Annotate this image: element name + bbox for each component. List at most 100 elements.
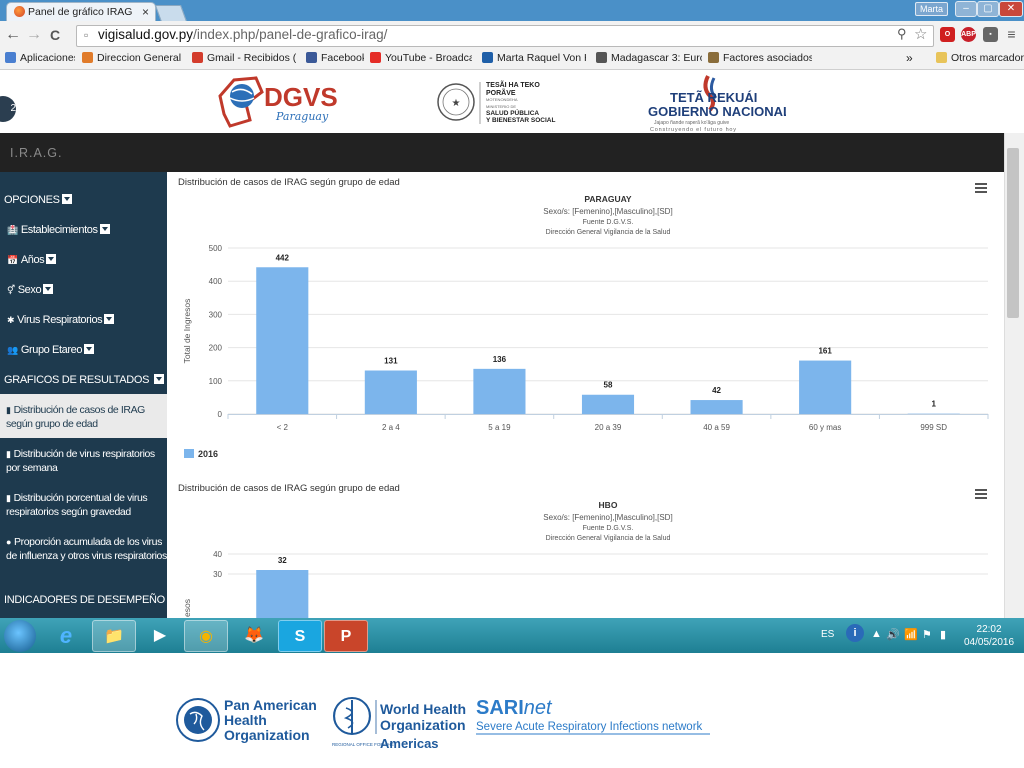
ministry-line-1: TESÃI HA TEKO bbox=[486, 80, 540, 89]
extension-icon[interactable]: ▪ bbox=[983, 27, 998, 42]
bookmark-item[interactable]: Marta Raquel Von Ho bbox=[482, 52, 586, 64]
sidebar-link-label: Distribución porcentual de virus respira… bbox=[6, 492, 148, 518]
browser-tab[interactable]: Panel de gráfico IRAG – D × bbox=[6, 2, 156, 22]
bookmark-star-icon[interactable]: ☆ bbox=[914, 26, 928, 43]
zoom-icon[interactable]: ⚲ bbox=[897, 26, 907, 41]
chart-menu-icon[interactable] bbox=[975, 183, 987, 193]
data-label: 42 bbox=[712, 386, 721, 395]
who-logo: World Health Organization REGIONAL OFFIC… bbox=[332, 697, 466, 751]
adblock-extension-icon[interactable]: ABP bbox=[961, 27, 976, 42]
reload-icon[interactable]: C bbox=[50, 27, 61, 43]
system-clock[interactable]: 22:02 04/05/2016 bbox=[964, 623, 1014, 649]
side-toggle-button[interactable]: 2 bbox=[0, 96, 16, 122]
chevron-down-icon bbox=[153, 374, 164, 384]
chart-hbo: HBO Sexo/s: [Femenino],[Masculino],[SD] Fu… bbox=[182, 500, 988, 618]
action-center-icon[interactable]: ⚑ bbox=[922, 629, 932, 641]
chart-menu-icon[interactable] bbox=[975, 489, 987, 499]
url-path: /index.php/panel-de-grafico-irag/ bbox=[193, 27, 388, 42]
address-bar[interactable] bbox=[76, 25, 934, 47]
sidebar-link-virus-gravedad[interactable]: ▮ Distribución porcentual de virus respir… bbox=[0, 491, 167, 519]
sidebar-item-sexo[interactable]: ⚥ Sexo bbox=[7, 284, 54, 296]
scrollbar-thumb[interactable] bbox=[1007, 148, 1019, 318]
sidebar-item-label: Establecimientos bbox=[20, 224, 98, 236]
who-small: REGIONAL OFFICE FOR THE bbox=[332, 742, 394, 747]
sidebar-item-virus[interactable]: ✱ Virus Respiratorios bbox=[7, 314, 115, 326]
chart-title: HBO bbox=[599, 500, 618, 510]
sidebar-indicadores-header[interactable]: INDICADORES DE DESEMPEÑO bbox=[4, 594, 165, 606]
ministry-line-4: MINISTERIO DE bbox=[486, 104, 516, 109]
other-bookmarks-label: Otros marcadores bbox=[951, 52, 1024, 64]
chart-caption: Distribución de casos de IRAG según grup… bbox=[178, 177, 400, 188]
x-tick-label: 999 SD bbox=[920, 423, 947, 432]
sidebar-item-establecimientos[interactable]: 🏥 Establecimientos bbox=[7, 224, 110, 236]
sidebar-item-grupo-etareo[interactable]: 👥 Grupo Etareo bbox=[7, 344, 95, 356]
window-titlebar bbox=[0, 0, 1024, 21]
language-indicator[interactable]: ES bbox=[821, 629, 835, 640]
bookmark-item[interactable]: Gmail - Recibidos (3. bbox=[192, 52, 296, 64]
sidebar-item-anios[interactable]: 📅 Años bbox=[7, 254, 57, 266]
chart-caption: Distribución de casos de IRAG según grup… bbox=[178, 483, 400, 494]
bookmark-label: Factores asociados a l bbox=[723, 52, 812, 64]
ministry-line-6: Y BIENESTAR SOCIAL bbox=[486, 117, 555, 124]
paho-line-1: Pan American bbox=[224, 697, 316, 713]
tab-title: Panel de gráfico IRAG – D bbox=[28, 6, 132, 18]
powerpoint-icon[interactable]: P bbox=[324, 620, 368, 652]
info-tray-icon[interactable]: i bbox=[846, 624, 864, 642]
tab-close-icon[interactable]: × bbox=[141, 5, 149, 19]
bookmark-label: YouTube - Broadcast bbox=[385, 52, 472, 64]
y-tick-label: 200 bbox=[209, 344, 223, 353]
internet-explorer-icon[interactable]: e bbox=[59, 623, 73, 648]
bookmarks-more-icon[interactable]: » bbox=[906, 51, 913, 65]
chrome-menu-icon[interactable]: ≡ bbox=[1007, 26, 1016, 42]
back-arrow-icon[interactable]: ← bbox=[5, 26, 21, 43]
network-icon[interactable]: 📶 bbox=[904, 629, 918, 641]
url-host: vigisalud.gov.py bbox=[98, 27, 194, 42]
start-button[interactable] bbox=[4, 620, 36, 652]
chart-subtitle: Fuente D.G.V.S. bbox=[583, 219, 634, 226]
battery-icon[interactable]: ▮ bbox=[940, 629, 947, 641]
bar bbox=[799, 360, 852, 414]
bookmark-label: Facebook bbox=[321, 52, 364, 64]
url-text[interactable]: vigisalud.gov.py/index.php/panel-de-graf… bbox=[98, 27, 387, 42]
tray-expand-icon[interactable]: ▲ bbox=[871, 628, 882, 640]
minimize-button[interactable]: – bbox=[955, 1, 977, 17]
forward-arrow-icon[interactable]: → bbox=[26, 26, 42, 43]
firefox-icon[interactable]: 🦊 bbox=[244, 627, 264, 644]
ministry-line-3: MOTENONDEHA bbox=[486, 97, 518, 102]
close-window-button[interactable]: ✕ bbox=[999, 1, 1023, 17]
bookmark-favicon-icon bbox=[596, 52, 607, 63]
sidebar-opciones-header[interactable]: OPCIONES bbox=[4, 194, 72, 206]
y-axis-label: esos bbox=[182, 599, 192, 617]
sidebar-link-casos-edad[interactable]: ▮ Distribución de casos de IRAG según gru… bbox=[0, 394, 167, 438]
sidebar-link-proporcion-influenza[interactable]: ● Proporción acumulada de los virus de in… bbox=[0, 535, 167, 563]
legend-swatch bbox=[184, 449, 194, 458]
ministry-line-5: SALUD PÚBLICA bbox=[486, 108, 539, 117]
sidebar-item-label: Años bbox=[20, 254, 45, 266]
data-label: 136 bbox=[493, 355, 507, 364]
skype-icon[interactable]: S bbox=[278, 620, 322, 652]
ministry-logo: ★ TESÃI HA TEKO PORÃVE MOTENONDEHA MINIS… bbox=[437, 80, 555, 124]
chevron-down-icon bbox=[84, 344, 95, 354]
who-line-1: World Health bbox=[380, 701, 466, 717]
hospital-icon: 🏥 bbox=[7, 225, 18, 235]
bookmark-item[interactable]: Madagascar 3: Europe bbox=[596, 52, 702, 64]
bar bbox=[581, 394, 635, 414]
sidebar-link-label: Distribución de casos de IRAG según grup… bbox=[6, 404, 145, 430]
opera-extension-icon[interactable]: O bbox=[940, 27, 955, 42]
bookmark-item[interactable]: Facebook bbox=[306, 52, 364, 64]
volume-icon[interactable]: 🔊 bbox=[886, 629, 900, 641]
other-bookmarks-folder[interactable]: Otros marcadores bbox=[936, 52, 1024, 64]
chrome-icon[interactable]: ◉ bbox=[184, 620, 228, 652]
bookmark-item[interactable]: YouTube - Broadcast bbox=[370, 52, 472, 64]
bookmark-item[interactable]: Direccion General de bbox=[82, 52, 182, 64]
sidebar-graficos-header[interactable]: GRAFICOS DE RESULTADOS bbox=[4, 374, 164, 386]
bar bbox=[473, 368, 526, 414]
bookmark-item[interactable]: Aplicaciones bbox=[5, 52, 75, 64]
explorer-folder-icon[interactable]: 📁 bbox=[92, 620, 136, 652]
maximize-button[interactable]: ▢ bbox=[977, 1, 999, 17]
window-user-badge[interactable]: Marta bbox=[915, 2, 949, 16]
sidebar-link-virus-semana[interactable]: ▮ Distribución de virus respiratorios por… bbox=[0, 447, 167, 475]
pie-chart-icon: ● bbox=[6, 537, 12, 547]
bookmark-item[interactable]: Factores asociados a l bbox=[708, 52, 812, 64]
media-player-icon[interactable]: ▶ bbox=[153, 627, 167, 644]
